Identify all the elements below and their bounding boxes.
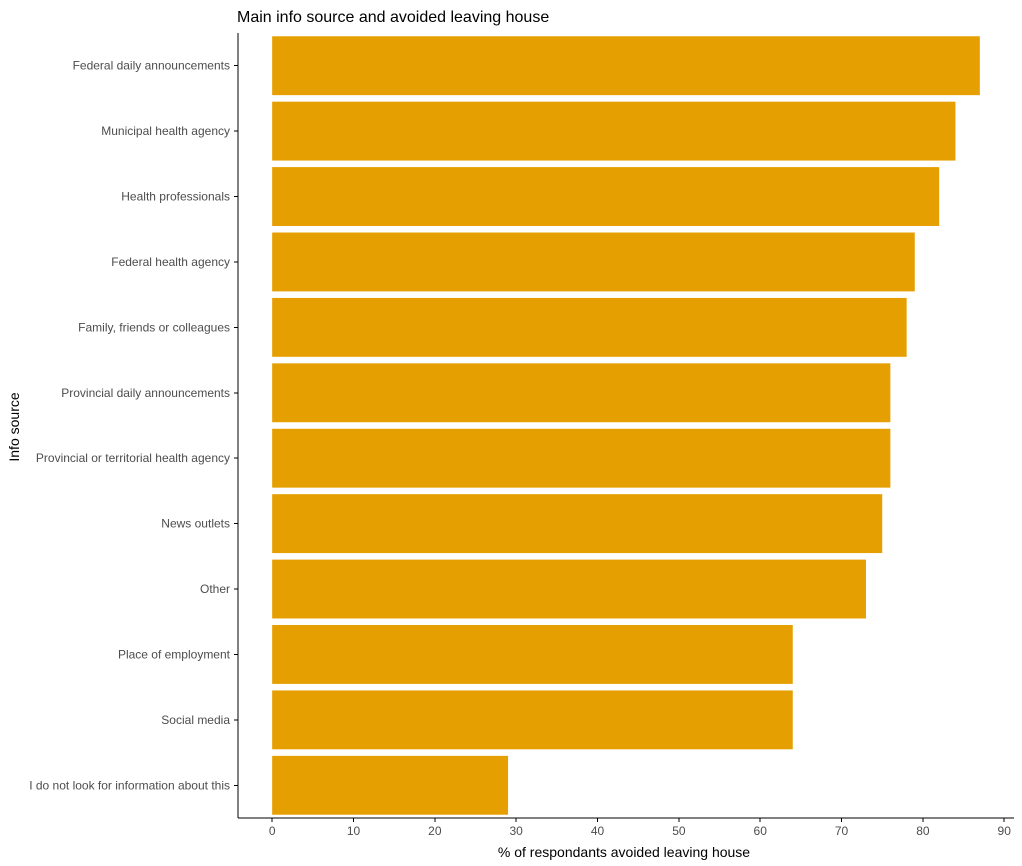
y-tick-label: Provincial daily announcements <box>61 386 230 400</box>
y-tick-label: Provincial or territorial health agency <box>36 451 230 465</box>
x-axis: 0 10 20 30 40 50 60 70 80 90 <box>238 817 1014 838</box>
bar <box>272 428 891 488</box>
x-tick-label: 50 <box>672 824 686 838</box>
bar <box>272 755 509 815</box>
y-tick-label: Municipal health agency <box>101 124 230 138</box>
y-axis-title: Info source <box>6 392 22 461</box>
x-tick-label: 40 <box>591 824 605 838</box>
y-tick-label: Family, friends or colleagues <box>78 320 230 334</box>
y-tick-label: Federal health agency <box>111 255 230 269</box>
bar <box>272 297 907 357</box>
y-tick-label: News outlets <box>161 517 230 531</box>
bar <box>272 101 956 161</box>
chart-title: Main info source and avoided leaving hou… <box>237 9 549 26</box>
x-tick-label: 30 <box>510 824 524 838</box>
bar <box>272 559 866 619</box>
bar <box>272 625 793 684</box>
x-tick-label: 80 <box>916 824 930 838</box>
bars-group <box>272 36 980 815</box>
y-tick-label: Health professionals <box>121 190 230 204</box>
y-tick-label: I do not look for information about this <box>29 778 230 792</box>
x-axis-title: % of respondants avoided leaving house <box>498 844 750 860</box>
bar <box>272 232 915 292</box>
y-tick-label: Place of employment <box>118 647 231 661</box>
x-tick-label: 90 <box>998 824 1012 838</box>
x-tick-label: 70 <box>835 824 849 838</box>
bar <box>272 363 891 423</box>
x-tick-label: 0 <box>269 824 276 838</box>
x-tick-label: 20 <box>428 824 442 838</box>
bar <box>272 167 940 226</box>
x-tick-label: 60 <box>754 824 768 838</box>
y-tick-label: Other <box>200 582 230 596</box>
y-axis: Federal daily announcements Municipal hea… <box>29 33 239 818</box>
y-tick-label: Social media <box>161 713 230 727</box>
bar <box>272 494 883 554</box>
bar <box>272 36 980 96</box>
y-tick-label: Federal daily announcements <box>73 59 230 73</box>
x-tick-label: 10 <box>347 824 361 838</box>
bar <box>272 690 793 750</box>
